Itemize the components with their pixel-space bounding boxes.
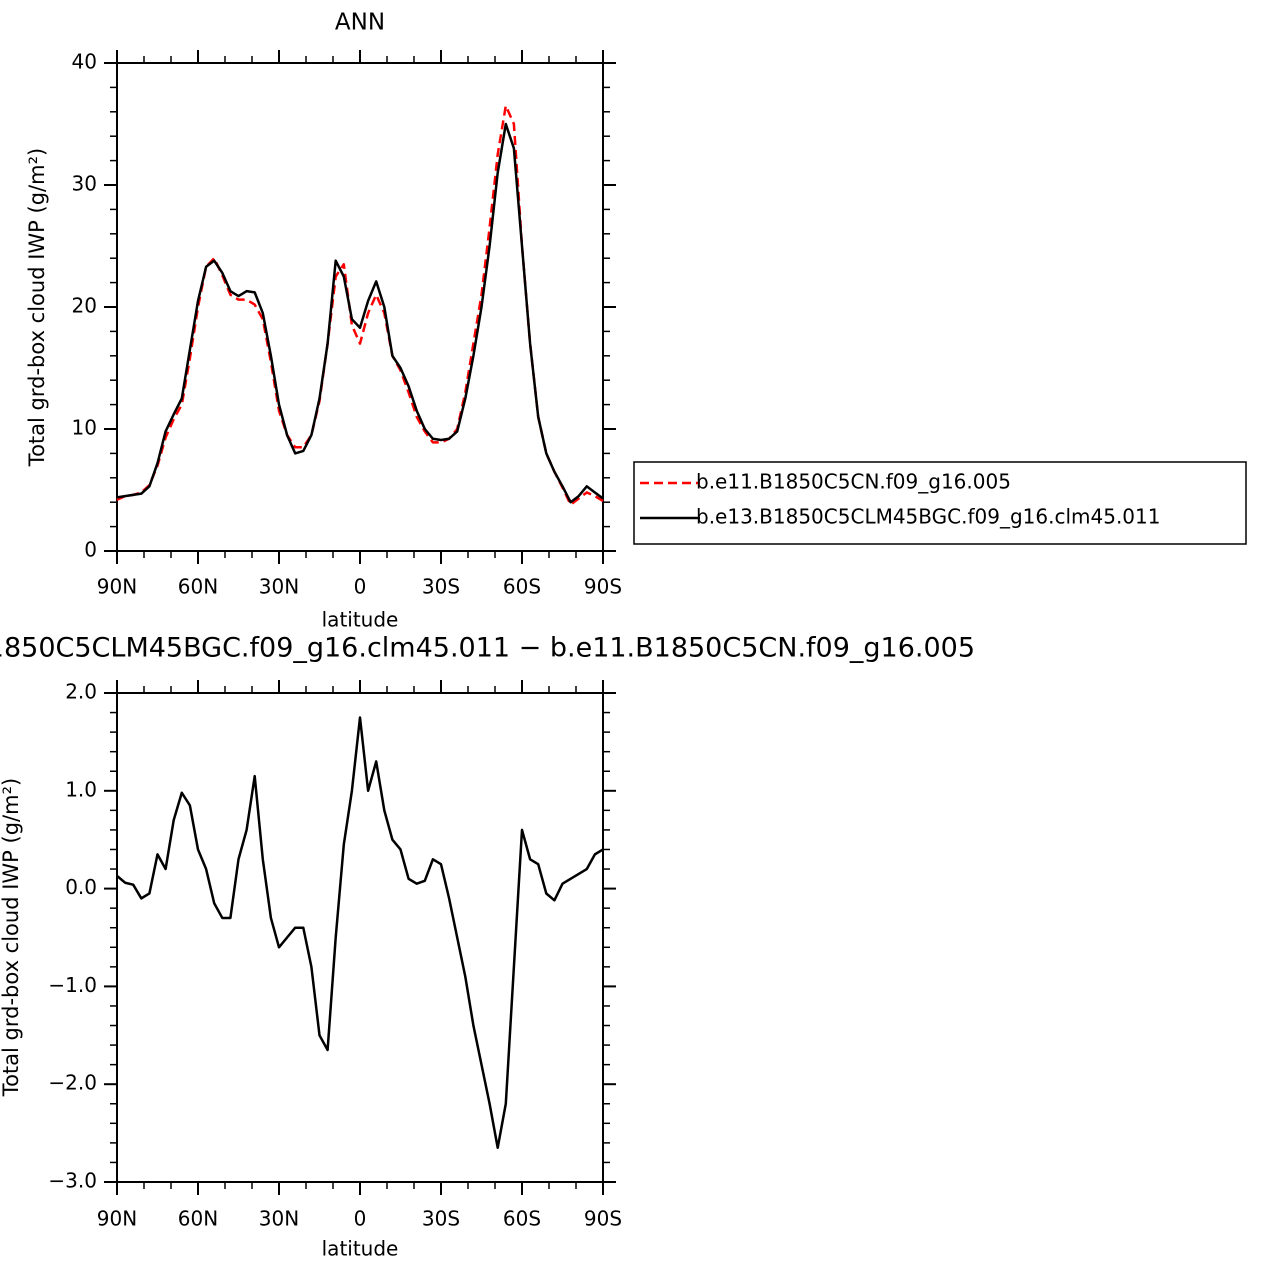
x-tick-label: 60N xyxy=(178,1207,218,1231)
x-tick-label: 90S xyxy=(584,1207,622,1231)
x-tick-label: 90N xyxy=(97,1207,137,1231)
legend-label: b.e13.B1850C5CLM45BGC.f09_g16.clm45.011 xyxy=(696,505,1160,529)
data-line xyxy=(116,716,604,1150)
y-tick-label: 40 xyxy=(72,50,97,74)
x-tick-label: 30N xyxy=(259,1207,299,1231)
data-line xyxy=(116,122,604,504)
legend-label: b.e11.B1850C5CN.f09_g16.005 xyxy=(696,470,1011,494)
y-tick-label: −1.0 xyxy=(48,973,97,997)
y-tick-label: −3.0 xyxy=(48,1169,97,1193)
x-axis-label: latitude xyxy=(322,1237,399,1261)
data-line xyxy=(116,104,604,506)
x-tick-label: 30S xyxy=(422,575,460,599)
chart-title: ANN xyxy=(335,10,385,36)
y-tick-label: 1.0 xyxy=(65,777,97,801)
x-tick-label: 60S xyxy=(503,575,541,599)
legend-box xyxy=(633,461,1247,545)
x-tick-label: 30S xyxy=(422,1207,460,1231)
y-axis-label: Total grd-box cloud IWP (g/m²) xyxy=(25,148,49,467)
x-tick-label: 60S xyxy=(503,1207,541,1231)
y-axis-label: Total grd-box cloud IWP (g/m²) xyxy=(0,778,23,1097)
x-tick-label: 90N xyxy=(97,575,137,599)
y-tick-label: 10 xyxy=(72,416,97,440)
chart-title: b.e13.B1850C5CLM45BGC.f09_g16.clm45.011 … xyxy=(0,633,975,664)
x-tick-label: 60N xyxy=(178,575,218,599)
x-tick-label: 90S xyxy=(584,575,622,599)
plot-frame xyxy=(116,62,604,552)
y-tick-label: 30 xyxy=(72,172,97,196)
x-axis-label: latitude xyxy=(322,608,399,632)
y-tick-label: 2.0 xyxy=(65,680,97,704)
plot-frame xyxy=(116,692,604,1183)
y-tick-label: 0 xyxy=(84,538,97,562)
y-tick-label: 20 xyxy=(72,294,97,318)
y-tick-label: 0.0 xyxy=(65,875,97,899)
x-tick-label: 0 xyxy=(354,575,367,599)
y-tick-label: −2.0 xyxy=(48,1071,97,1095)
x-tick-label: 30N xyxy=(259,575,299,599)
x-tick-label: 0 xyxy=(354,1207,367,1231)
